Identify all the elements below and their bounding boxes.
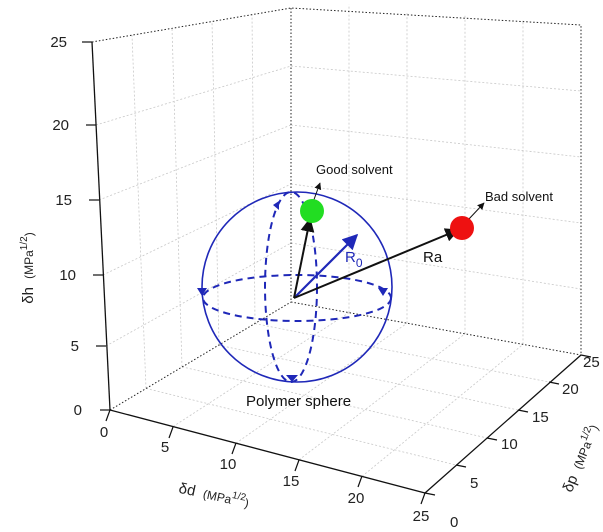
svg-text:δp (MPa1/2): δp (MPa1/2) bbox=[559, 422, 602, 495]
sphere-arrow-top bbox=[273, 201, 279, 210]
dh-tick-0: 0 bbox=[74, 402, 82, 419]
dh-axis-title: δh (MPa1/2) bbox=[19, 232, 37, 303]
sphere-arrow-right bbox=[378, 288, 388, 296]
back-wall-grid bbox=[290, 4, 582, 345]
sphere-outline bbox=[201, 191, 393, 383]
dd-tick-10: 10 bbox=[220, 456, 237, 473]
axis-lines bbox=[91, 41, 582, 494]
svg-text:δd (MPa1/2): δd (MPa1/2) bbox=[177, 479, 251, 511]
dp-unit-sup: 1/2 bbox=[579, 425, 595, 442]
dh-tick-25: 25 bbox=[50, 34, 67, 51]
bad-solvent-point bbox=[450, 216, 474, 240]
dh-unit-close: ) bbox=[22, 232, 36, 236]
good-solvent-point bbox=[300, 199, 324, 223]
bad-solvent-label: Bad solvent bbox=[485, 189, 553, 204]
dd-ticks: 0 5 10 15 20 25 bbox=[100, 409, 430, 525]
dp-tick-15: 15 bbox=[532, 409, 549, 426]
good-solvent-vector bbox=[293, 217, 315, 299]
dp-unit: (MPa bbox=[571, 439, 595, 471]
dp-tick-25: 25 bbox=[583, 354, 600, 371]
dp-axis-line bbox=[424, 354, 582, 494]
dp-tick-10: 10 bbox=[501, 436, 518, 453]
r0-label: R0 bbox=[345, 249, 363, 270]
dh-tick-20: 20 bbox=[52, 117, 69, 134]
dd-tick-0: 0 bbox=[100, 424, 108, 441]
dd-symbol: δd bbox=[177, 480, 197, 500]
dd-tick-20: 20 bbox=[348, 490, 365, 507]
dp-ticks: 0 5 10 15 20 25 bbox=[424, 354, 600, 531]
dh-symbol: δh bbox=[20, 287, 37, 304]
dp-unit-close: ) bbox=[587, 423, 601, 432]
dh-tick-5: 5 bbox=[71, 338, 79, 355]
bounding-frame bbox=[91, 7, 582, 411]
dd-tick-25: 25 bbox=[413, 508, 430, 525]
left-wall-grid bbox=[95, 13, 292, 389]
dd-unit-close: ) bbox=[243, 496, 250, 511]
sphere-equator bbox=[202, 274, 392, 322]
dd-axis-title: δd (MPa1/2) bbox=[177, 479, 251, 511]
dh-unit-sup: 1/2 bbox=[19, 236, 30, 250]
polymer-sphere-label: Polymer sphere bbox=[246, 393, 351, 410]
dp-symbol: δp bbox=[560, 473, 582, 495]
dh-tick-10: 10 bbox=[59, 267, 76, 284]
dd-unit-sup: 1/2 bbox=[231, 490, 247, 504]
sphere-arrow-bottom bbox=[286, 375, 298, 382]
dp-tick-5: 5 bbox=[470, 475, 478, 492]
dd-tick-5: 5 bbox=[161, 439, 169, 456]
dd-unit: (MPa bbox=[202, 487, 233, 507]
dp-axis-title: δp (MPa1/2) bbox=[559, 422, 602, 495]
dh-unit: (MPa bbox=[22, 250, 36, 279]
dd-axis-line bbox=[109, 409, 426, 494]
dd-tick-15: 15 bbox=[283, 473, 300, 490]
bad-solvent-pointer bbox=[467, 202, 485, 221]
sphere-arrow-left bbox=[197, 288, 207, 296]
polymer-sphere bbox=[197, 191, 393, 383]
dp-tick-0: 0 bbox=[450, 514, 458, 531]
svg-text:δh (MPa1/2): δh (MPa1/2) bbox=[19, 232, 37, 303]
sphere-meridian bbox=[264, 191, 318, 383]
good-solvent-label: Good solvent bbox=[316, 162, 393, 177]
r0-arrow bbox=[293, 233, 359, 299]
dh-axis-line bbox=[91, 41, 111, 411]
ra-vector bbox=[293, 228, 460, 299]
dp-tick-20: 20 bbox=[562, 381, 579, 398]
ra-label: Ra bbox=[423, 249, 443, 266]
dh-ticks: 0 5 10 15 20 25 bbox=[50, 34, 110, 419]
floor-grid bbox=[145, 312, 550, 477]
dh-tick-15: 15 bbox=[55, 192, 72, 209]
